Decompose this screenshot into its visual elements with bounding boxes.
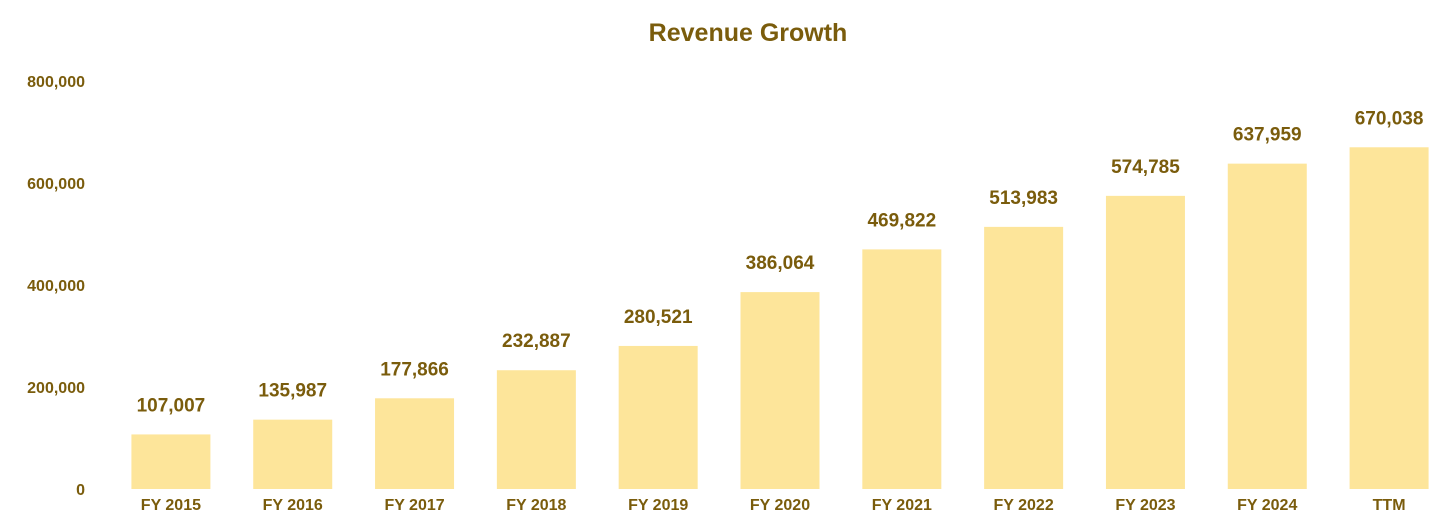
x-tick-label: FY 2021 [872, 497, 932, 514]
bar-value-label: 469,822 [867, 210, 936, 231]
chart-title: Revenue Growth [649, 19, 848, 47]
bar [1349, 147, 1429, 489]
bar [1105, 195, 1185, 489]
bar-value-label: 177,866 [380, 359, 449, 380]
bar [618, 345, 698, 489]
y-tick-label: 800,000 [27, 74, 85, 91]
x-tick-label: FY 2017 [384, 497, 444, 514]
bar-value-label: 670,038 [1355, 108, 1424, 129]
y-tick-label: 600,000 [27, 176, 85, 193]
bar-value-label: 232,887 [502, 331, 571, 352]
x-axis: FY 2015 FY 2016 FY 2017 FY 2018 FY 2019 FY 20… [141, 497, 1406, 514]
bar-value-label: 386,064 [746, 253, 815, 274]
x-tick-label: TTM [1373, 497, 1406, 514]
x-tick-label: FY 2015 [141, 497, 201, 514]
x-tick-label: FY 2022 [994, 497, 1054, 514]
bar [375, 398, 455, 489]
x-tick-label: FY 2018 [506, 497, 566, 514]
x-tick-label: FY 2020 [750, 497, 810, 514]
y-tick-label: 400,000 [27, 278, 85, 295]
bar-value-label: 637,959 [1233, 125, 1302, 146]
y-axis: 0 200,000 400,000 600,000 800,000 [27, 74, 85, 499]
x-tick-label: FY 2023 [1115, 497, 1175, 514]
bar [253, 419, 333, 489]
bar-value-label: 574,785 [1111, 157, 1180, 178]
bar [862, 249, 942, 489]
x-tick-label: FY 2016 [263, 497, 323, 514]
y-tick-label: 0 [76, 482, 85, 499]
x-tick-label: FY 2024 [1237, 497, 1297, 514]
bar-value-label: 280,521 [624, 307, 693, 328]
x-tick-label: FY 2019 [628, 497, 688, 514]
bar-value-label: 513,983 [989, 188, 1058, 209]
bar [984, 226, 1064, 490]
bar [496, 370, 576, 489]
bar [740, 292, 820, 489]
y-tick-label: 200,000 [27, 380, 85, 397]
value-labels: 107,007 135,987 177,866 232,887 280,521 386,0… [137, 108, 1424, 416]
bar-value-label: 135,987 [258, 381, 327, 402]
bar [131, 434, 211, 489]
bar [1227, 163, 1307, 489]
bar-series [131, 147, 1429, 490]
bar-value-label: 107,007 [137, 395, 206, 416]
